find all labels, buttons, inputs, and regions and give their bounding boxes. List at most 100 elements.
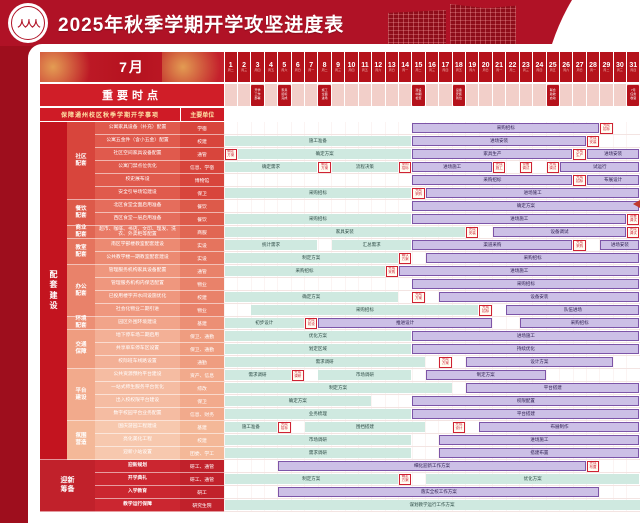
- gantt-row: 采购招标 进场施工 完成 采购: [224, 187, 640, 200]
- gantt-bar: 采购招标: [412, 123, 600, 133]
- gantt-row: 谋划教学运行工作方案: [224, 499, 640, 512]
- gantt-bar: 队伍进场: [506, 305, 640, 315]
- date-row: 1 周二 2 周三 3 周四 4 周五 5 周六 6 周日 7 周一 8 周二 9 周三 10 周四 11 周五 12 周六 1…: [224, 52, 640, 82]
- campus-building-illustration: [388, 4, 520, 46]
- date-number: 27: [575, 61, 584, 69]
- gantt-row: 确定需求 流程决策 进场施工 试运行 确定 方案 采购 招标 完成 施工 设备 调试 完成 调试: [224, 161, 640, 174]
- milestone-marker: 完成 招标: [278, 421, 291, 433]
- date-cell: 13 周日: [385, 52, 398, 82]
- group-cell-环境配套: 环境 配套: [67, 316, 95, 330]
- gantt-row: 优化方案 进场施工: [224, 330, 640, 343]
- date-number: 6: [295, 61, 300, 69]
- date-number: 25: [548, 61, 557, 69]
- date-cell-inner: 19 周六: [466, 52, 479, 82]
- date-cell-inner: 13 周日: [385, 52, 398, 82]
- gantt-bar: 进场施工: [412, 331, 640, 341]
- gantt-bar: 采购招标: [425, 253, 640, 263]
- gantt-bar: 业务梳理: [224, 409, 412, 419]
- date-cell: 3 周四: [251, 52, 264, 82]
- unit-label: 综改: [180, 382, 224, 395]
- seal-ring: 人人人: [11, 6, 45, 40]
- gantt-bar: 设备调试: [492, 227, 627, 237]
- gantt-bar: 制定方案: [224, 253, 398, 263]
- gantt-row: 细化迎新工作方案 完成 布置: [224, 460, 640, 473]
- gantt-row: 施工准备 进场安装 完成 安装: [224, 135, 640, 148]
- date-cell: 22 周二: [506, 52, 519, 82]
- page-title: 2025年秋季学期开学攻坚进度表: [58, 15, 345, 36]
- gantt-bar: 推进设计: [318, 318, 492, 328]
- weekday-label: 周四: [348, 67, 355, 72]
- timepoint-cell: [466, 84, 479, 106]
- date-cell: 29 周二: [600, 52, 613, 82]
- weekday-label: 周四: [536, 67, 543, 72]
- date-number: 8: [322, 61, 327, 69]
- university-seal-icon: 人人人: [8, 3, 48, 43]
- task-label: 管理服务机构家具设备配置: [95, 265, 180, 278]
- gantt-row: 划定区域 持续优化: [224, 343, 640, 356]
- gantt-bar: 施工准备: [224, 136, 412, 146]
- weekday-label: 周四: [254, 67, 261, 72]
- date-number: 31: [629, 61, 638, 69]
- gantt-bar: 需求调研: [224, 370, 291, 380]
- weekday-label: 周六: [469, 67, 476, 72]
- timepoint-cell: [506, 84, 519, 106]
- gantt-row: 采购招标 完成 招标: [224, 122, 640, 135]
- date-cell-inner: 4 周五: [264, 52, 278, 82]
- gantt-row: 家具安装 设备调试 完成 安装 完成 调试: [224, 226, 640, 239]
- date-cell-inner: 10 周四: [345, 52, 358, 82]
- gantt-row: 需求调研 设计方案 完成 方案: [224, 356, 640, 369]
- task-label: 一站式师生服务平台优化: [95, 382, 180, 395]
- date-number: 4: [269, 61, 273, 69]
- gantt-bar: 市场调研: [224, 435, 412, 445]
- timepoint-milestone: 开学 工作 部署: [251, 84, 264, 106]
- gantt-bar: 确定方案: [224, 292, 398, 302]
- task-label: 超市、咖啡、书店、文印、理发、洗衣、外卖柜等配置: [95, 226, 180, 239]
- weekday-label: 周一: [590, 67, 597, 72]
- date-number: 21: [495, 61, 503, 69]
- timepoint-cell: [492, 84, 506, 106]
- timepoint-cell: [291, 84, 304, 106]
- unit-label: 保卫: [180, 187, 224, 200]
- unit-label: 研究生院: [180, 499, 224, 512]
- date-cell-inner: 11 周五: [358, 52, 372, 82]
- unit-label: 校建: [180, 135, 224, 148]
- gantt-bar: 采购招标: [224, 214, 412, 224]
- date-cell: 10 周四: [345, 52, 358, 82]
- milestone-marker: 完成 方案: [412, 291, 425, 303]
- gantt-bar: 权限配置: [412, 396, 640, 406]
- gantt-bar: 需求调研: [224, 448, 412, 458]
- timepoint-cell: [345, 84, 358, 106]
- milestone-marker: 确认 方案: [398, 252, 412, 264]
- month-header: 7月: [40, 52, 224, 82]
- timepoint-header: 重要时点: [40, 84, 224, 106]
- timepoint-cell: [439, 84, 452, 106]
- date-cell-inner: 17 周四: [439, 52, 452, 82]
- task-label: 开学典礼: [95, 473, 180, 486]
- date-cell-inner: 28 周一: [586, 52, 600, 82]
- date-cell-inner: 30 周三: [613, 52, 627, 82]
- date-cell: 11 周五: [358, 52, 372, 82]
- gantt-bar: 制定方案: [425, 370, 546, 380]
- task-label: 公寓五金件（含小五金）配置: [95, 135, 180, 148]
- date-number: 20: [481, 61, 490, 69]
- weekday-label: 周一: [402, 67, 409, 72]
- task-label: 园区外围环境建设: [95, 317, 180, 330]
- gantt-bar: 布展制作: [479, 422, 640, 432]
- date-cell: 27 周日: [573, 52, 586, 82]
- gantt-row: 采购招标 布展设计 完成 招标: [224, 174, 640, 187]
- date-cell-inner: 21 周一: [492, 52, 506, 82]
- date-cell: 1 周二: [224, 52, 237, 82]
- date-number: 12: [374, 61, 383, 69]
- weekday-label: 周二: [509, 67, 516, 72]
- date-cell: 5 周六: [278, 52, 291, 82]
- task-label: 迎新规划: [95, 460, 180, 473]
- weekday-label: 周日: [388, 67, 395, 72]
- date-cell: 28 周一: [586, 52, 600, 82]
- gantt-bar: 谋划教学运行工作方案: [224, 500, 640, 510]
- date-cell-inner: 25 周五: [546, 52, 559, 82]
- timepoint-cell: [358, 84, 372, 106]
- gantt-bar: 确定方案: [237, 149, 412, 159]
- group-cell-商业配套: 商业 配套: [67, 225, 95, 239]
- task-label: 校际班车线路设置: [95, 356, 180, 369]
- date-cell-inner: 31 周四: [627, 52, 640, 82]
